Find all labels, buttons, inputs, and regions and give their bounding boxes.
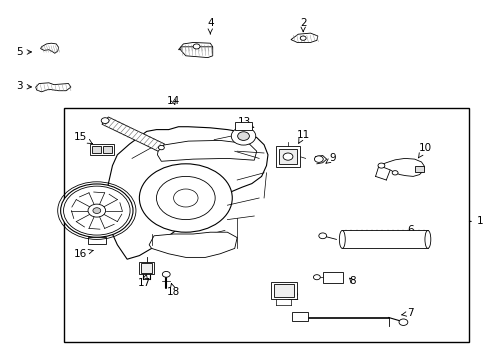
Circle shape xyxy=(300,36,305,40)
Circle shape xyxy=(398,319,407,325)
Circle shape xyxy=(193,44,200,49)
Bar xyxy=(139,262,154,274)
Bar xyxy=(141,263,152,273)
Circle shape xyxy=(231,127,255,145)
Polygon shape xyxy=(157,140,256,161)
Circle shape xyxy=(63,186,130,235)
Bar xyxy=(103,146,112,153)
Circle shape xyxy=(158,145,164,150)
Circle shape xyxy=(156,176,215,220)
Circle shape xyxy=(173,189,198,207)
Polygon shape xyxy=(378,158,424,176)
Text: 2: 2 xyxy=(299,18,306,32)
Text: 6: 6 xyxy=(399,225,413,236)
Text: 13: 13 xyxy=(237,117,253,127)
Text: 3: 3 xyxy=(16,81,31,91)
Circle shape xyxy=(237,132,249,140)
Bar xyxy=(279,149,296,164)
Text: 12: 12 xyxy=(286,292,300,302)
Polygon shape xyxy=(36,83,71,92)
Circle shape xyxy=(313,275,320,280)
Bar xyxy=(92,146,101,153)
Circle shape xyxy=(162,271,170,277)
Bar xyxy=(274,284,293,297)
Circle shape xyxy=(283,153,292,160)
Polygon shape xyxy=(290,33,317,42)
Polygon shape xyxy=(181,47,212,58)
Text: 18: 18 xyxy=(166,283,180,297)
Text: 14: 14 xyxy=(166,96,180,106)
Bar xyxy=(271,282,296,299)
Circle shape xyxy=(318,233,326,239)
Bar xyxy=(276,146,299,167)
Text: 4: 4 xyxy=(206,18,213,34)
Ellipse shape xyxy=(339,230,345,248)
Circle shape xyxy=(101,118,109,123)
Bar xyxy=(90,144,114,155)
Text: 1: 1 xyxy=(468,216,483,226)
Bar xyxy=(414,166,424,172)
Circle shape xyxy=(377,163,384,168)
Polygon shape xyxy=(102,117,164,151)
Text: 17: 17 xyxy=(137,274,151,288)
Text: 15: 15 xyxy=(74,132,92,144)
Bar xyxy=(63,108,468,342)
Text: 10: 10 xyxy=(418,143,431,158)
Bar xyxy=(342,230,427,248)
Circle shape xyxy=(314,156,323,162)
Circle shape xyxy=(88,204,105,217)
Bar xyxy=(88,237,105,244)
Bar xyxy=(292,312,307,321)
Polygon shape xyxy=(149,232,237,257)
Text: 11: 11 xyxy=(296,130,309,143)
Bar xyxy=(234,122,252,130)
Circle shape xyxy=(139,164,232,232)
Polygon shape xyxy=(41,43,59,53)
Bar xyxy=(322,272,343,283)
Circle shape xyxy=(61,184,133,237)
Text: 8: 8 xyxy=(348,276,355,286)
Text: 7: 7 xyxy=(401,308,413,318)
Text: 9: 9 xyxy=(325,153,335,163)
Text: 5: 5 xyxy=(16,47,31,57)
Polygon shape xyxy=(178,42,212,51)
Text: 16: 16 xyxy=(74,249,93,259)
Circle shape xyxy=(391,171,397,175)
Ellipse shape xyxy=(424,230,430,248)
Polygon shape xyxy=(107,127,267,259)
Circle shape xyxy=(93,208,101,213)
